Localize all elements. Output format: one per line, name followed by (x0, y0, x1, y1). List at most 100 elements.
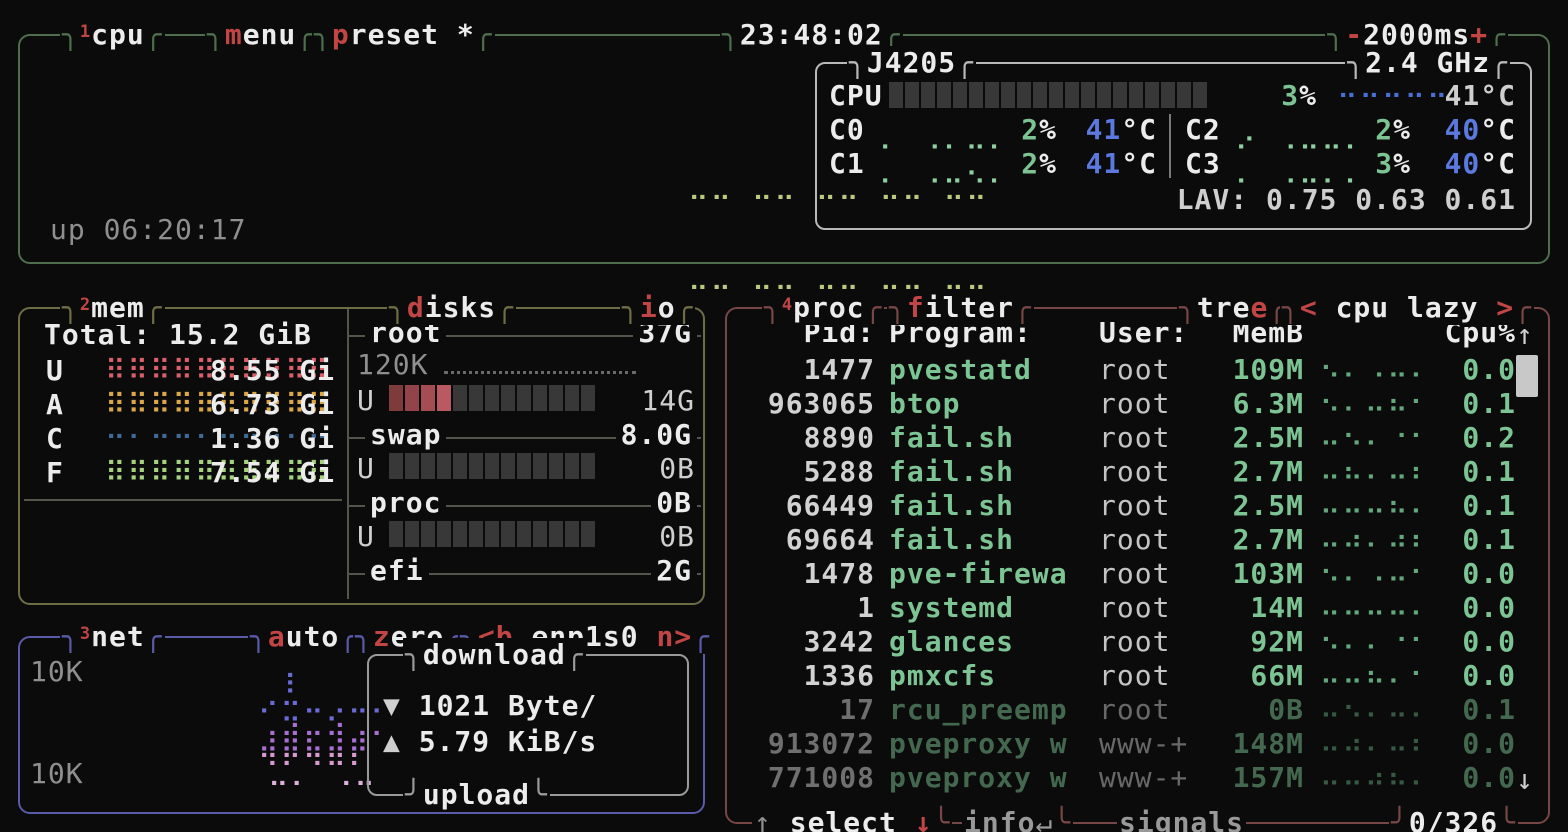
select-control[interactable]: ↑ select ↓╰ (752, 806, 953, 832)
proc-cpu: 0.1 (1462, 455, 1516, 488)
proc-pid: 1478 (803, 557, 875, 590)
filter-button[interactable]: ╮filter╭ (887, 291, 1034, 325)
proc-graph: ⠢⠄⠄⠐⠂ (1319, 625, 1433, 658)
net-box-number: 3 (79, 624, 92, 644)
net-graph-line: ⠉⠁ ⠈⠉ (268, 777, 377, 810)
meter-block (549, 453, 563, 479)
meter-block (1113, 82, 1127, 108)
meter-block (517, 521, 531, 547)
disks-toggle[interactable]: ╮disks╭ (387, 291, 517, 325)
proc-row[interactable]: 69664 fail.sh root 2.7M ⠤⠴⠄⠴⠆ 0.1 (735, 523, 1542, 557)
upload-value (401, 725, 419, 758)
mem-box-title[interactable]: ╮2mem╭ (60, 291, 165, 325)
preset-button[interactable]: ╮preset *╭ (312, 18, 495, 52)
core-temp: 40°C (1444, 113, 1516, 146)
proc-pid: 69664 (785, 523, 875, 556)
net-auto-toggle[interactable]: ╮auto╭ (248, 620, 360, 654)
meter-block (565, 385, 579, 411)
proc-cpu: 0.0 (1462, 659, 1516, 692)
proc-mem: 157M (1232, 761, 1304, 794)
proc-user: root (1099, 557, 1171, 590)
hook: ╮ (62, 291, 80, 324)
mem-divider (24, 499, 342, 501)
scrollbar-thumb[interactable] (1516, 355, 1538, 397)
select-up-icon[interactable]: ↑ (754, 806, 772, 832)
proc-row[interactable]: 771008 pveproxy w www-+ 157M ⠤⠤⠴⠦⠄ 0.0 (735, 761, 1542, 795)
mem-disks-divider (347, 309, 349, 599)
proc-mem: 148M (1232, 727, 1304, 760)
interval-decrease-button[interactable]: - (1345, 18, 1364, 51)
io-toggle[interactable]: ╮io╭ (620, 291, 696, 325)
auto-hotkey: a (267, 620, 286, 653)
proc-row[interactable]: 1 systemd root 14M ⠤⠤⠤⠤⠄ 0.0 (735, 591, 1542, 625)
hook: ╭ (864, 291, 883, 324)
proc-row[interactable]: 913072 pveproxy w www-+ 148M ⠤⠴⠄⠤⠆ 0.0 (735, 727, 1542, 761)
net-graph-line: ⡆ (284, 661, 307, 694)
net-box-title[interactable]: ╮3net╭ (60, 620, 165, 654)
disk-size: 2G (651, 557, 697, 585)
disk-name: swap (365, 421, 447, 449)
auto-label: uto (285, 620, 340, 653)
proc-cpu: 0.0 (1462, 625, 1516, 658)
sort-selector[interactable]: ╮< cpu lazy >╭ (1280, 291, 1535, 325)
proc-row[interactable]: 1336 pmxcfs root 66M ⠤⠤⠦⠄⠂ 0.0 (735, 659, 1542, 693)
proc-mem: 0B (1268, 693, 1304, 726)
proc-program: pve-firewa (889, 557, 1068, 590)
hook: ╭ (296, 18, 315, 51)
disk-used-label: U (357, 384, 375, 417)
hook: ╮ (849, 46, 867, 79)
proc-row[interactable]: 5288 fail.sh root 2.7M ⠤⠦⠄⠤⠆ 0.1 (735, 455, 1542, 489)
mem-used-dots: ⠿⠿⠿⠿⠿⠿⠿⠿⠿⠿ (105, 354, 331, 387)
meter-block (581, 521, 595, 547)
proc-mem: 103M (1232, 557, 1304, 590)
header-user[interactable]: User: (1099, 316, 1189, 349)
meter-block (533, 521, 547, 547)
proc-row[interactable]: 1477 pvestatd root 109M ⠢⠄⠠⠤⠄ 0.0 (735, 353, 1542, 387)
hook: ╮ (1347, 46, 1366, 79)
meter-block (921, 82, 935, 108)
hook: ╮ (389, 291, 407, 324)
scroll-up-icon[interactable]: ↑ (1516, 318, 1534, 351)
proc-row[interactable]: 8890 fail.sh root 2.5M ⠤⠢⠄⠐⠂ 0.2 (735, 421, 1542, 455)
download-value-text: 1021 Byte/ (418, 689, 598, 722)
proc-row[interactable]: 963065 btop root 6.3M ⠢⠄⠤⠦⠂ 0.1 (735, 387, 1542, 421)
proc-pid: 66449 (785, 489, 875, 522)
tree-toggle[interactable]: ╮tree╭ (1177, 291, 1289, 325)
proc-graph: ⠤⠴⠄⠤⠆ (1319, 727, 1433, 760)
signals-button[interactable]: signals (1117, 806, 1247, 832)
proc-mem: 6.3M (1232, 387, 1304, 420)
scroll-down-icon[interactable]: ↓ (1516, 763, 1534, 796)
mem-row-label: F (46, 456, 64, 489)
cpu-total-label: CPU (829, 79, 883, 112)
proc-row[interactable]: 17 rcu_preemp root 0B ⠤⠢⠄⠤⠄ 0.1 (735, 693, 1542, 727)
proc-program: pveproxy w (889, 727, 1068, 760)
info-button[interactable]: info↵╰ (962, 806, 1074, 832)
interval-increase-button[interactable]: + (1470, 18, 1489, 51)
cpu-box-title[interactable]: ╮1cpu╭ (60, 18, 165, 52)
hook: ╮ (889, 291, 907, 324)
proc-program: rcu_preemp (889, 693, 1068, 726)
proc-row[interactable]: 3242 glances root 92M ⠢⠄⠄⠐⠂ 0.0 (735, 625, 1542, 659)
proc-row[interactable]: 66449 fail.sh root 2.5M ⠤⠤⠤⠦⠄ 0.1 (735, 489, 1542, 523)
hook: ╮ (62, 620, 80, 653)
proc-mem: 2.7M (1232, 523, 1304, 556)
core-percent: 2% (1021, 113, 1057, 146)
download-title: ╮download╭ (403, 638, 586, 672)
select-down-icon[interactable]: ↓ (914, 806, 933, 832)
spacer (897, 806, 915, 832)
proc-box-title[interactable]: ╮4proc╭ (762, 291, 885, 325)
meter-block (953, 82, 967, 108)
meter-block (501, 521, 515, 547)
disk-used-meter (389, 383, 595, 413)
hook: ╭ (1014, 291, 1032, 324)
clock-value: 23:48:02 (739, 18, 883, 51)
iface-next-button[interactable]: n> (656, 620, 693, 653)
sort-prev-button[interactable]: < (1299, 291, 1318, 324)
proc-program: fail.sh (889, 523, 1015, 556)
uptime: up 06:20:17 (50, 213, 247, 246)
menu-button[interactable]: ╮menu╭ (205, 18, 317, 52)
mem-total: Total: 15.2 GiB (44, 318, 312, 351)
sort-next-button[interactable]: > (1496, 291, 1515, 324)
hook: ╭ (339, 620, 358, 653)
proc-row[interactable]: 1478 pve-firewa root 103M ⠢⠄⠠⠤⠂ 0.0 (735, 557, 1542, 591)
